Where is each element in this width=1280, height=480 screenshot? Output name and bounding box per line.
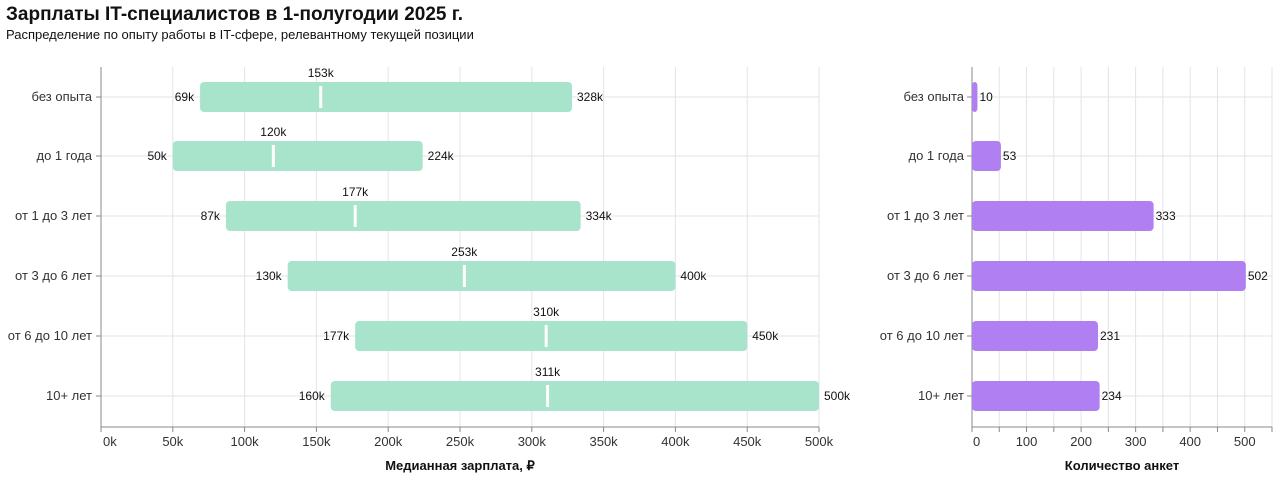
value-label: 10 <box>979 90 993 104</box>
min-label: 160k <box>299 389 326 403</box>
x-tick-label: 100 <box>1016 434 1038 449</box>
median-label: 120k <box>260 125 287 139</box>
median-label: 253k <box>451 245 478 259</box>
max-label: 334k <box>586 209 613 223</box>
x-tick-label: 300 <box>1125 434 1147 449</box>
x-tick-label: 200 <box>1070 434 1092 449</box>
max-label: 400k <box>680 269 707 283</box>
category-label: от 6 до 10 лет <box>880 328 964 343</box>
x-tick-label: 500k <box>805 434 834 449</box>
median-label: 177k <box>342 185 369 199</box>
median-label: 311k <box>535 365 561 379</box>
x-tick-label: 250k <box>446 434 475 449</box>
x-axis-title: Количество анкет <box>1065 458 1179 473</box>
category-label: от 1 до 3 лет <box>15 208 92 223</box>
x-axis-title: Медианная зарплата, ₽ <box>385 458 535 473</box>
min-label: 69k <box>175 90 195 104</box>
min-label: 177k <box>323 329 350 343</box>
median-label: 310k <box>533 305 560 319</box>
max-label: 224k <box>428 149 455 163</box>
x-tick-label: 350k <box>589 434 618 449</box>
category-label: без опыта <box>32 89 93 104</box>
category-label: 10+ лет <box>46 388 92 403</box>
median-label: 153k <box>308 66 335 80</box>
category-label: до 1 года <box>37 148 93 163</box>
range-bar <box>355 321 748 351</box>
x-tick-label: 400 <box>1179 434 1201 449</box>
value-label: 333 <box>1156 209 1176 223</box>
x-tick-label: 100k <box>230 434 259 449</box>
min-label: 87k <box>201 209 221 223</box>
range-bar <box>287 261 676 291</box>
count-bar <box>972 141 1001 171</box>
range-bar <box>172 141 423 171</box>
count-bar <box>972 201 1154 231</box>
min-label: 50k <box>147 149 167 163</box>
range-bar <box>225 201 581 231</box>
category-label: от 6 до 10 лет <box>8 328 92 343</box>
max-label: 328k <box>577 90 604 104</box>
x-tick-label: 0 <box>973 434 980 449</box>
x-tick-label: 200k <box>374 434 403 449</box>
category-label: от 3 до 6 лет <box>15 268 92 283</box>
max-label: 500k <box>824 389 851 403</box>
max-label: 450k <box>752 329 779 343</box>
x-tick-label: 450k <box>733 434 762 449</box>
x-tick-label: 300k <box>518 434 547 449</box>
min-label: 130k <box>256 269 283 283</box>
value-label: 53 <box>1003 149 1017 163</box>
x-tick-label: 50k <box>162 434 183 449</box>
chart-title: Зарплаты IT-специалистов в 1-полугодии 2… <box>6 4 464 25</box>
category-label: до 1 года <box>909 148 965 163</box>
count-bar <box>972 82 978 112</box>
value-label: 502 <box>1248 269 1268 283</box>
x-tick-label: 500 <box>1234 434 1256 449</box>
x-tick-label: 0k <box>103 434 117 449</box>
chart-subtitle: Распределение по опыту работы в IT-сфере… <box>6 27 474 42</box>
range-bar <box>330 381 819 411</box>
category-label: от 1 до 3 лет <box>887 208 964 223</box>
x-tick-label: 150k <box>302 434 331 449</box>
count-bar <box>972 381 1100 411</box>
category-label: от 3 до 6 лет <box>887 268 964 283</box>
range-bar <box>200 82 573 112</box>
value-label: 234 <box>1102 389 1122 403</box>
category-label: 10+ лет <box>918 388 964 403</box>
count-bar <box>972 321 1098 351</box>
x-tick-label: 400k <box>661 434 690 449</box>
category-label: без опыта <box>904 89 965 104</box>
count-bar <box>972 261 1246 291</box>
value-label: 231 <box>1100 329 1120 343</box>
